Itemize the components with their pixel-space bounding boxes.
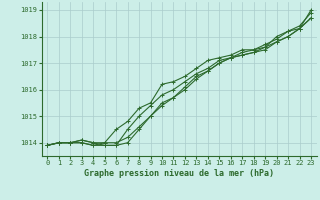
X-axis label: Graphe pression niveau de la mer (hPa): Graphe pression niveau de la mer (hPa) [84,169,274,178]
